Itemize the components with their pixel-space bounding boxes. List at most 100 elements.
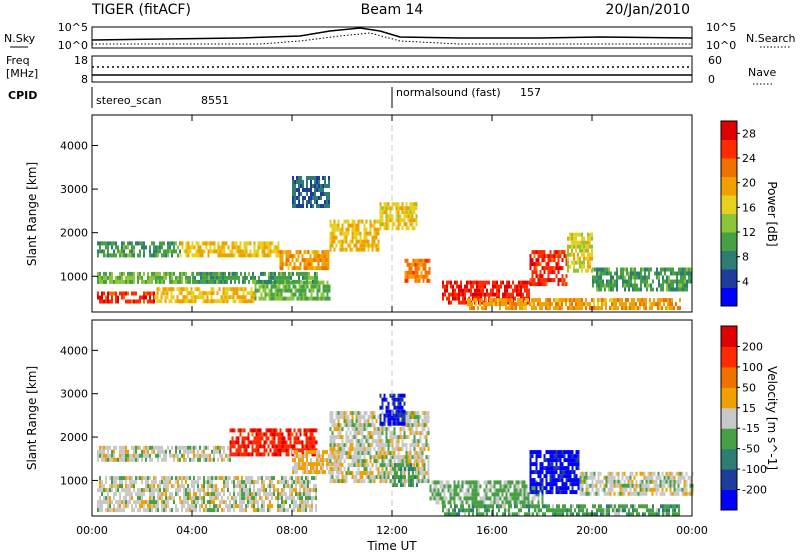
power-echo-cell — [667, 298, 669, 303]
velocity-echo-cell — [293, 496, 295, 501]
velocity-echo-cell — [298, 466, 300, 471]
power-echo-cell — [111, 241, 113, 246]
velocity-echo-cell — [423, 467, 426, 472]
power-echo-cell — [498, 292, 500, 297]
velocity-echo-cell — [143, 492, 145, 497]
power-echo-cell — [671, 298, 673, 303]
velocity-echo-cell — [213, 484, 215, 489]
velocity-echo-cell — [291, 452, 294, 457]
velocity-echo-cell — [355, 455, 358, 460]
power-echo-cell — [153, 291, 155, 296]
velocity-echo-cell — [419, 455, 422, 460]
power-colorbar-swatch — [721, 139, 737, 159]
power-echo-cell — [537, 258, 540, 263]
velocity-echo-cell — [499, 488, 502, 493]
velocity-echo-cell — [296, 450, 298, 455]
velocity-echo-cell — [547, 490, 550, 495]
velocity-echo-cell — [593, 475, 596, 480]
power-echo-cell — [216, 279, 218, 284]
velocity-echo-cell — [233, 452, 236, 457]
power-echo-cell — [113, 253, 115, 258]
power-echo-cell — [674, 279, 676, 284]
power-echo-cell — [168, 299, 171, 304]
velocity-echo-cell — [399, 447, 402, 452]
power-echo-cell — [420, 270, 423, 275]
velocity-echo-cell — [404, 475, 406, 480]
velocity-echo-cell — [361, 427, 364, 432]
velocity-echo-cell — [365, 423, 368, 428]
velocity-echo-cell — [589, 491, 592, 496]
power-echo-cell — [662, 283, 664, 288]
velocity-echo-cell — [105, 457, 107, 462]
power-colorbar-swatch — [721, 121, 737, 140]
power-echo-cell — [535, 282, 538, 287]
power-echo-cell — [385, 214, 388, 219]
power-echo-cell — [515, 302, 517, 307]
power-echo-cell — [669, 302, 671, 307]
power-echo-cell — [680, 275, 682, 280]
velocity-echo-cell — [199, 445, 201, 450]
velocity-echo-cell — [402, 471, 404, 476]
velocity-echo-cell — [239, 492, 241, 497]
velocity-echo-cell — [203, 445, 205, 450]
power-echo-cell — [653, 298, 655, 303]
velocity-echo-cell — [347, 467, 350, 472]
power-echo-cell — [668, 279, 670, 284]
velocity-echo-cell — [541, 490, 544, 495]
power-echo-cell — [255, 253, 258, 258]
velocity-echo-cell — [131, 445, 133, 450]
power-echo-cell — [420, 262, 423, 267]
velocity-echo-cell — [595, 491, 598, 496]
velocity-echo-cell — [355, 419, 358, 424]
velocity-echo-cell — [551, 478, 554, 483]
power-echo-cell — [153, 271, 155, 276]
power-echo-cell — [577, 244, 579, 249]
velocity-echo-cell — [541, 478, 544, 483]
velocity-echo-cell — [331, 415, 334, 420]
power-echo-cell — [492, 288, 494, 293]
power-echo-cell — [178, 287, 181, 292]
power-echo-cell — [531, 306, 533, 311]
velocity-echo-cell — [365, 459, 368, 464]
velocity-echo-cell — [551, 450, 554, 455]
power-echo-cell — [401, 218, 404, 223]
power-echo-cell — [404, 278, 407, 283]
power-echo-cell — [520, 292, 522, 297]
velocity-echo-cell — [443, 484, 446, 489]
velocity-echo-cell — [287, 428, 290, 433]
power-echo-cell — [171, 279, 173, 284]
velocity-echo-cell — [103, 496, 105, 501]
velocity-echo-cell — [179, 496, 181, 501]
power-echo-cell — [249, 241, 252, 246]
velocity-echo-cell — [237, 444, 240, 449]
power-echo-cell — [292, 184, 294, 188]
velocity-echo-cell — [173, 484, 175, 489]
velocity-echo-cell — [523, 492, 526, 497]
velocity-echo-cell — [406, 467, 408, 472]
power-echo-cell — [135, 299, 137, 304]
power-echo-cell — [631, 302, 633, 307]
velocity-echo-region — [392, 463, 418, 488]
power-echo-cell — [577, 232, 579, 237]
power-echo-cell — [632, 283, 634, 288]
power-echo-cell — [682, 267, 684, 272]
power-echo-cell — [349, 243, 352, 248]
velocity-echo-cell — [233, 504, 235, 509]
velocity-echo-cell — [207, 476, 209, 481]
power-echo-cell — [456, 284, 458, 289]
power-echo-cell — [406, 274, 409, 279]
velocity-echo-cell — [555, 450, 558, 455]
power-echo-cell — [616, 267, 618, 272]
power-echo-cell — [326, 204, 328, 208]
power-echo-cell — [99, 241, 101, 246]
velocity-echo-cell — [326, 466, 328, 471]
power-echo-cell — [123, 241, 125, 246]
power-echo-cell — [208, 271, 210, 276]
velocity-echo-cell — [523, 488, 526, 493]
power-echo-cell — [514, 288, 516, 293]
velocity-echo-cell — [139, 508, 141, 513]
velocity-echo-cell — [211, 476, 213, 481]
velocity-echo-cell — [449, 492, 452, 497]
power-echo-cell — [171, 249, 173, 254]
velocity-echo-cell — [423, 423, 426, 428]
